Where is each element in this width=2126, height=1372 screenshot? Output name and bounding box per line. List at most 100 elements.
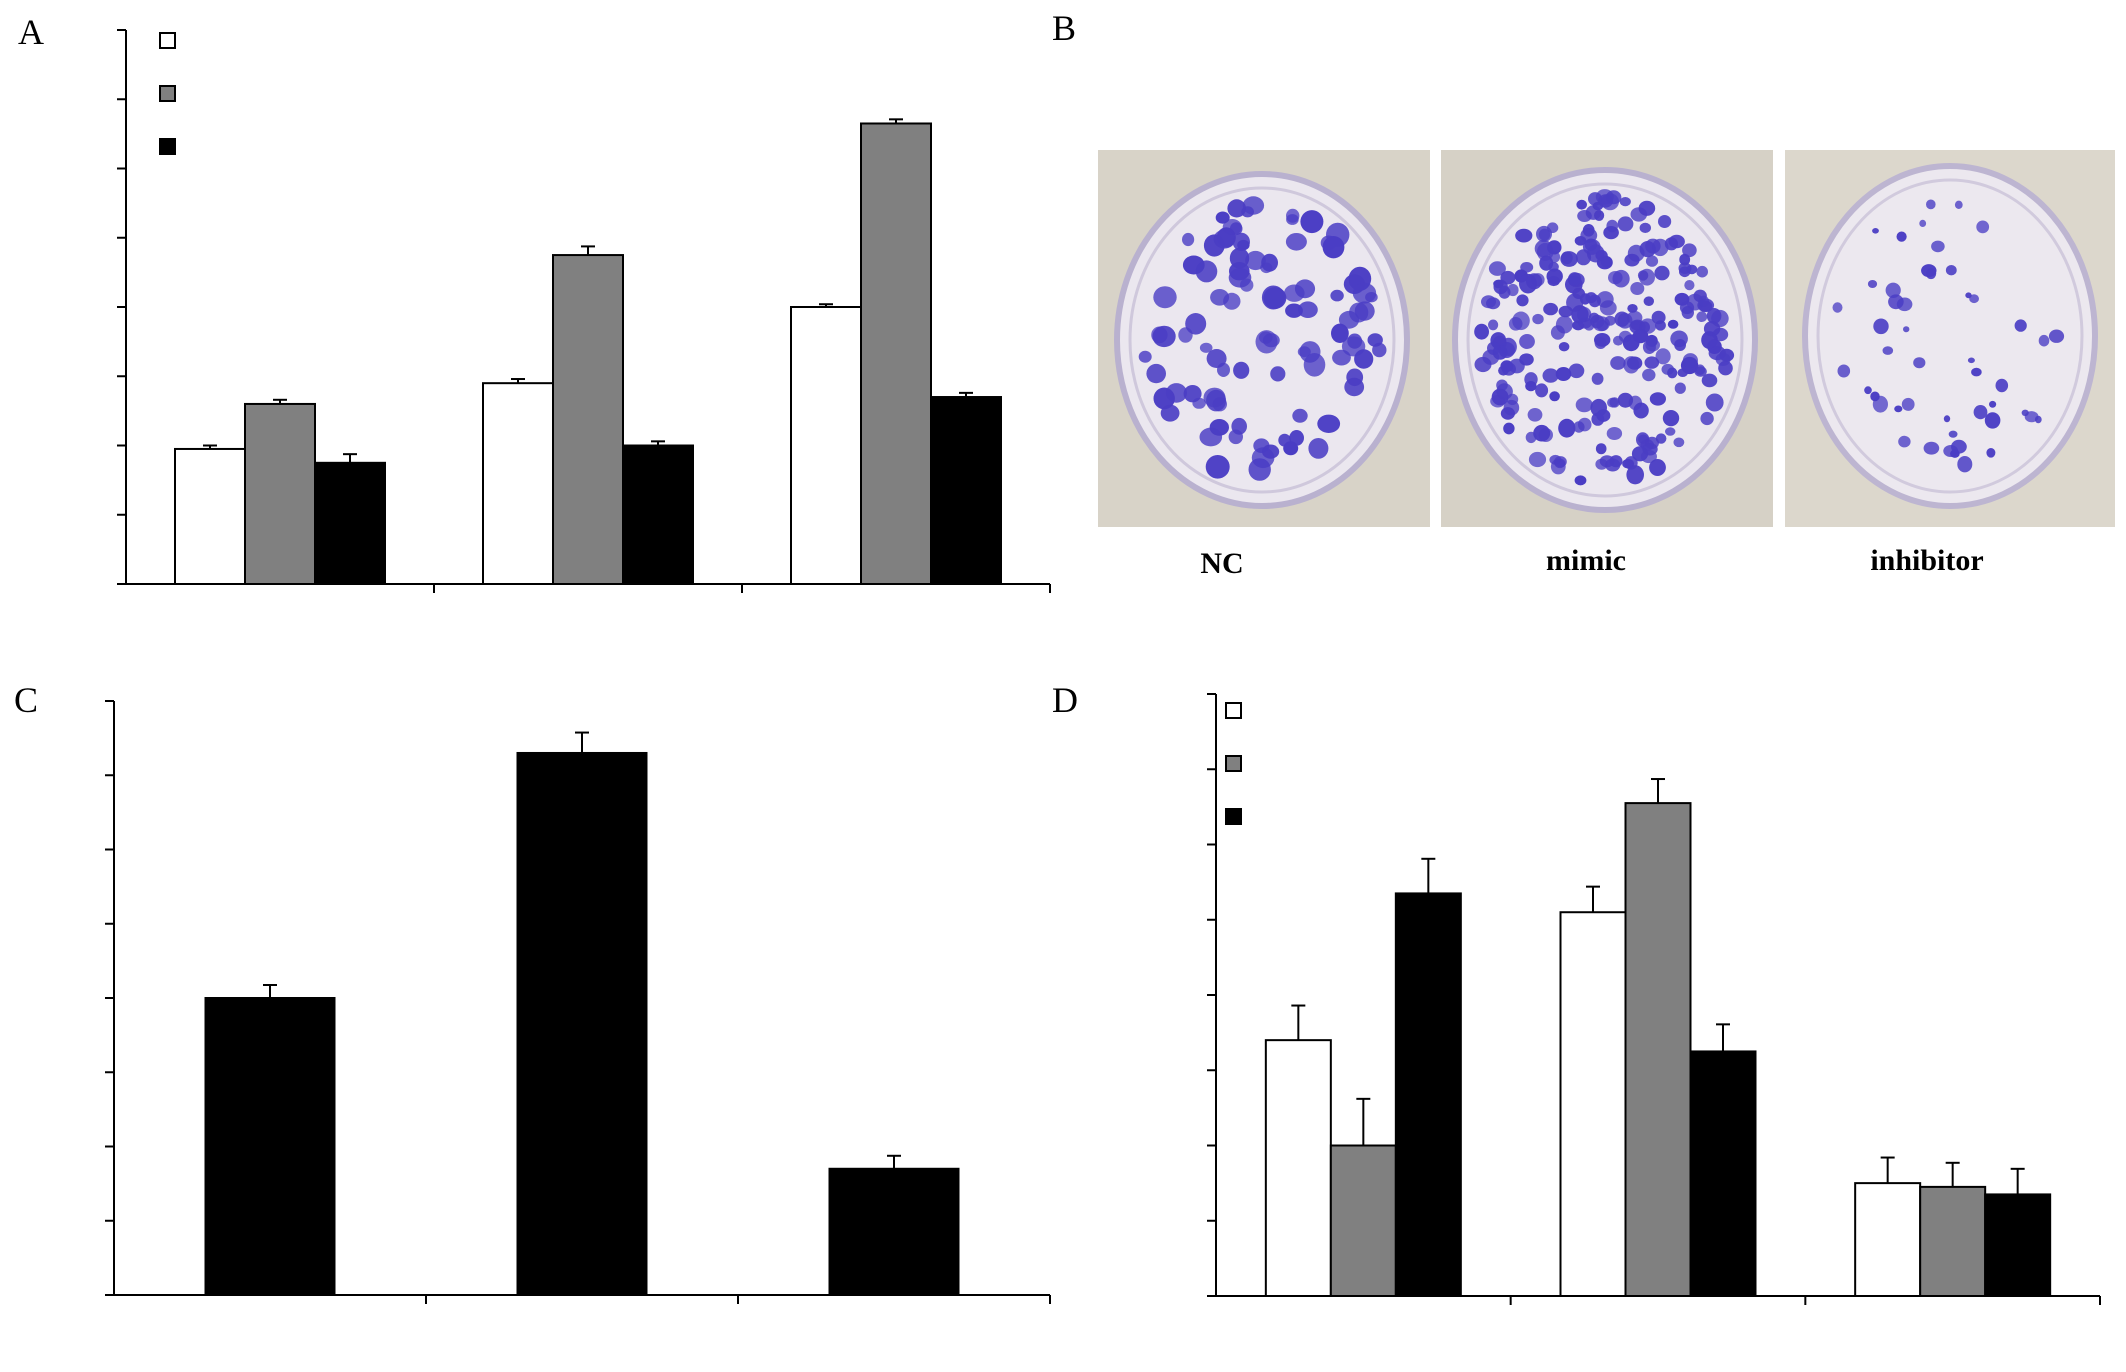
colony-dot [1330, 289, 1344, 302]
colony-dot [1627, 304, 1638, 313]
legend-swatch [159, 138, 176, 155]
petri-dish-rim [1816, 178, 2084, 494]
colony-dot [1527, 408, 1543, 422]
colony-dot [1233, 361, 1250, 379]
panel-d: D [1052, 680, 2101, 1305]
colony-dot [1596, 291, 1614, 308]
colony-dot [1577, 307, 1592, 323]
colony-dot [1600, 256, 1613, 268]
colony-dot [1954, 200, 1963, 209]
colony-dot [1919, 219, 1927, 227]
colony-dot [1199, 342, 1213, 353]
colony-dot [1706, 308, 1722, 324]
colony-dot [1696, 265, 1708, 278]
colony-dot [1185, 313, 1207, 335]
legend-swatch [1225, 808, 1242, 825]
colony-dot [2038, 334, 2050, 347]
colony-dot [1945, 265, 1957, 276]
colony-dot [1700, 411, 1714, 426]
colony-dot [1228, 429, 1244, 445]
petri-dish-rim [1466, 182, 1744, 498]
bar-mimic [860, 122, 932, 586]
colony-dot [1969, 294, 1979, 304]
legend-swatch [159, 85, 176, 102]
colony-dot [1298, 301, 1318, 319]
colony-dot [1610, 356, 1626, 370]
colony-dot [1594, 210, 1605, 221]
dish-label-mimic: mimic [1546, 544, 1626, 577]
colony-dot [1837, 364, 1851, 378]
colony-dot [1576, 199, 1587, 210]
legend-swatch [159, 32, 176, 49]
colony-dot [1332, 349, 1351, 366]
bar-nc [1264, 1039, 1332, 1298]
colony-dot [1705, 393, 1724, 412]
colony-dot [2048, 329, 2065, 343]
colony-dot [1515, 228, 1533, 243]
colony-dot [1674, 339, 1686, 351]
colony-dots [1832, 199, 2065, 473]
colony-dot [1658, 215, 1672, 228]
panel-a-letter: A [18, 12, 44, 52]
colony-dot [1867, 280, 1878, 288]
bar-mimic [1624, 802, 1692, 1297]
colony-dot [1524, 372, 1538, 387]
colony-dot [1205, 455, 1230, 479]
colony-dot [1555, 367, 1572, 381]
colony-dot [1582, 224, 1595, 237]
bar-inhibitor [622, 444, 694, 585]
colony-dot [1649, 459, 1666, 476]
colony-dot [1575, 397, 1593, 413]
bar-mimic [1919, 1185, 1987, 1297]
colony-dot [1995, 378, 2009, 393]
colony-dot [1206, 349, 1227, 368]
colony-dot [1609, 397, 1620, 408]
dish-label-nc: NC [1200, 547, 1243, 580]
colony-dot [1639, 222, 1652, 233]
bar-nc [1559, 911, 1627, 1297]
colony-dot [1673, 437, 1685, 448]
bar-nc [482, 382, 554, 585]
colony-dot [1645, 238, 1661, 254]
colony-dot [1500, 360, 1514, 373]
panel-a: A [18, 12, 1051, 593]
colony-dot [1308, 438, 1329, 459]
bar-inhibitor [1689, 1050, 1757, 1297]
colony-dot [1519, 334, 1535, 349]
chart-a-bars [117, 29, 1051, 593]
colony-dot [1631, 446, 1649, 462]
colony-dot [1558, 418, 1576, 438]
colony-dot [1894, 405, 1903, 413]
colony-dot [1655, 348, 1671, 365]
colony-dot [1896, 231, 1907, 242]
colony-dot [1352, 282, 1377, 304]
colony-dot [1536, 225, 1552, 243]
colony-dot [1976, 220, 1990, 234]
colony-dot [1528, 451, 1547, 468]
colony-dot [1574, 475, 1587, 486]
colony-dot [1681, 306, 1695, 319]
colony-dot [1542, 368, 1559, 383]
colony-dot [1591, 412, 1605, 426]
colony-dot [1284, 284, 1305, 302]
colony-dot [1921, 264, 1937, 278]
colony-dot [1496, 383, 1513, 400]
colony-dot [1626, 465, 1644, 485]
colony-dot [1248, 458, 1271, 481]
colony-dot [1519, 353, 1534, 366]
colony-dot [1645, 334, 1658, 347]
legend-swatch [1225, 755, 1242, 772]
colony-dot [1229, 262, 1250, 281]
colony-dot [1535, 383, 1549, 398]
colony-dot [1227, 199, 1246, 218]
colony-dot [1662, 410, 1680, 427]
colony-dot [1503, 422, 1515, 435]
colony-dot [1543, 302, 1558, 316]
bar-value [828, 1167, 960, 1297]
colony-dot [1183, 385, 1202, 403]
colony-dot [1538, 428, 1554, 442]
colony-dot [1498, 342, 1516, 358]
colony-dot [1568, 363, 1585, 379]
colony-dot [1215, 211, 1230, 224]
colony-dot [1719, 348, 1735, 362]
